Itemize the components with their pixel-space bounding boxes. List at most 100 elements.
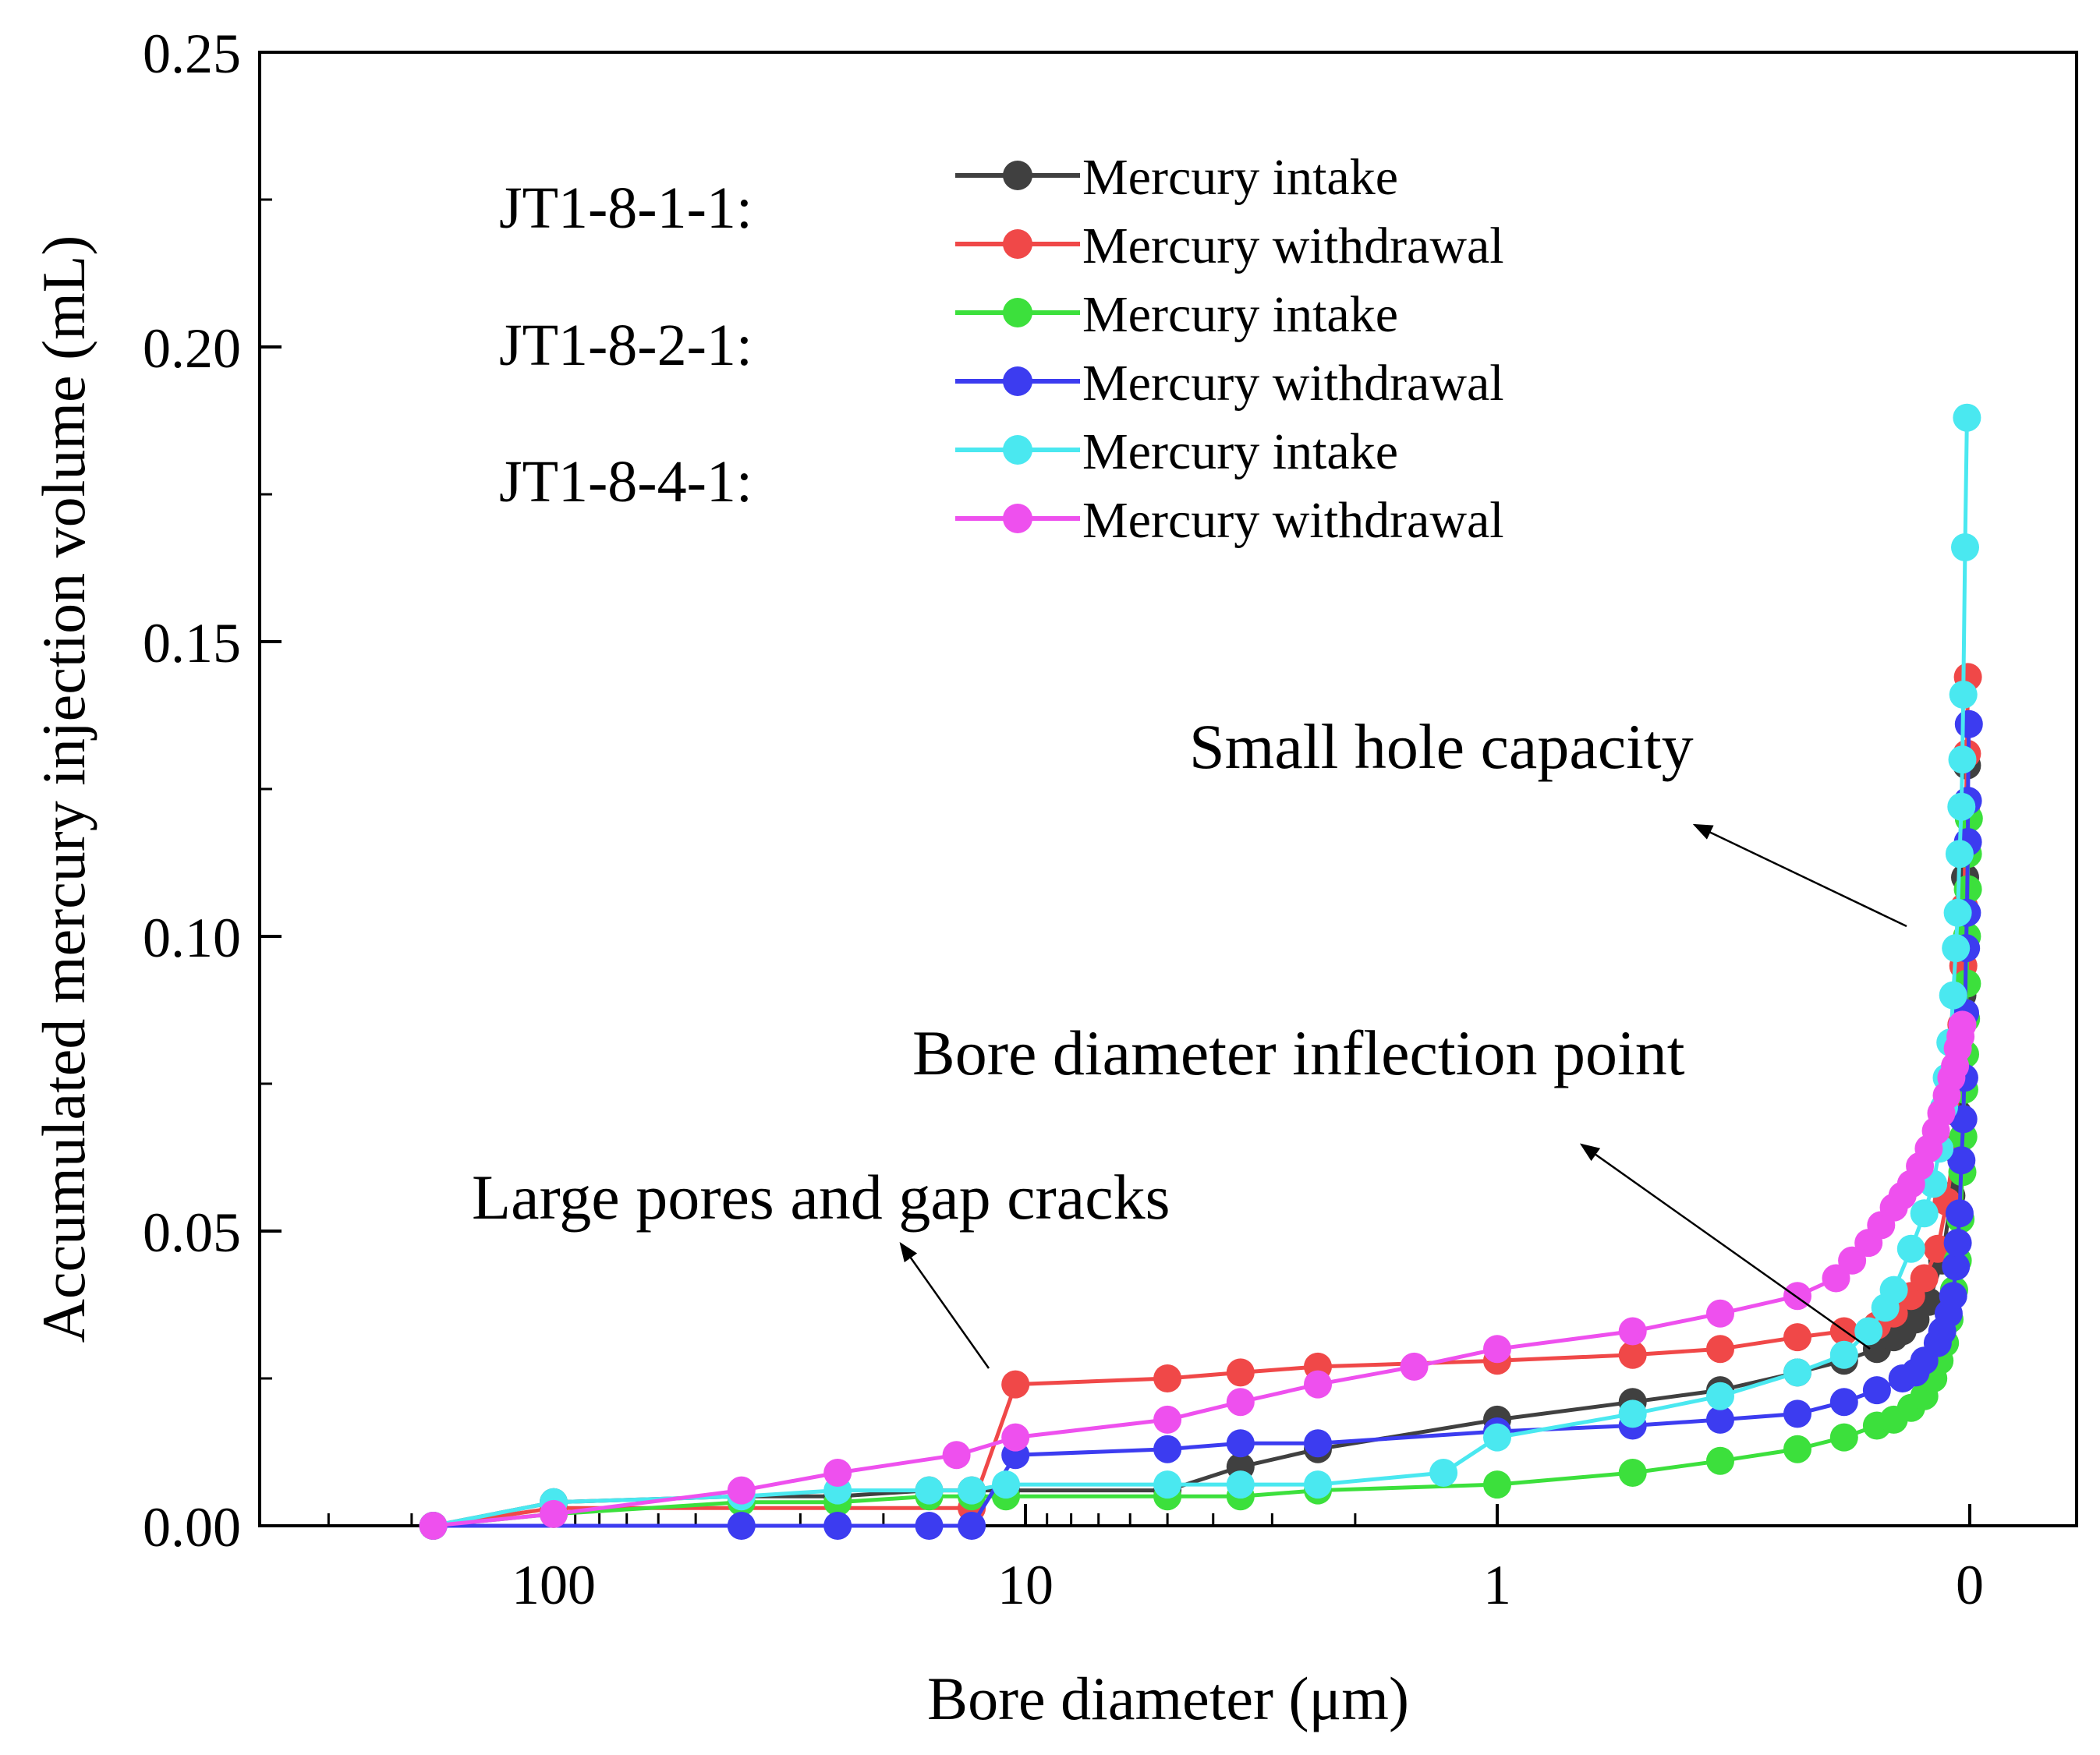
y-axis-label: Accumulated mercury injection volume (mL… [30, 235, 97, 1343]
data-point [540, 1499, 568, 1528]
data-point [1153, 1364, 1182, 1392]
legend-item: Mercury intake [955, 423, 1398, 480]
series-2 [419, 663, 1982, 1540]
data-point [1896, 1234, 1925, 1263]
data-point [915, 1476, 944, 1505]
data-point [1947, 792, 1976, 821]
data-point [1949, 681, 1978, 709]
legend-item: Mercury withdrawal [955, 355, 1504, 412]
data-point [1954, 709, 1983, 738]
data-point [1783, 1323, 1811, 1352]
data-point [1943, 1229, 1972, 1258]
data-point [1942, 1252, 1971, 1281]
x-axis-label: Bore diameter (μm) [927, 1665, 1409, 1732]
data-point [1304, 1470, 1332, 1499]
annotation-large-pores: Large pores and gap cracks [472, 1162, 1170, 1369]
data-point [1618, 1459, 1647, 1487]
legend-label: Mercury intake [1082, 423, 1398, 480]
legend-marker [1003, 229, 1032, 259]
legend-label: Mercury intake [1082, 286, 1398, 343]
data-point [823, 1459, 852, 1487]
annotation-large-pores-arrow [899, 1241, 990, 1369]
data-point [1862, 1376, 1891, 1405]
annotation-inflection-arrow [1579, 1143, 1871, 1350]
data-point [1429, 1459, 1458, 1487]
data-point [1483, 1470, 1511, 1499]
data-point [1400, 1352, 1429, 1381]
data-point [1910, 1264, 1939, 1293]
data-point [1838, 1246, 1867, 1275]
data-point [1706, 1446, 1734, 1475]
data-point [1706, 1335, 1734, 1364]
data-point [1618, 1399, 1647, 1428]
data-point [1948, 745, 1977, 774]
data-point [1304, 1370, 1332, 1399]
y-tick-label: 0.05 [143, 1201, 241, 1264]
legend-item: Mercury withdrawal [955, 492, 1504, 549]
data-point [958, 1476, 986, 1505]
data-point [992, 1470, 1020, 1499]
data-point [1943, 898, 1972, 927]
data-point [1829, 1388, 1858, 1417]
data-point [1939, 1282, 1967, 1311]
data-point [1948, 1010, 1977, 1039]
sample-label-3: JT1-8-4-1: [499, 449, 753, 515]
data-point [1854, 1317, 1883, 1346]
data-point [1226, 1470, 1255, 1499]
series-6 [419, 1010, 1977, 1540]
legend-marker [1003, 161, 1032, 190]
data-point [1706, 1382, 1734, 1410]
data-point [1783, 1282, 1811, 1311]
data-point [1942, 934, 1971, 963]
data-point [419, 1512, 448, 1540]
data-point [942, 1441, 971, 1470]
data-point [1483, 1335, 1511, 1364]
legend-label: Mercury intake [1082, 149, 1398, 206]
data-point [1879, 1276, 1908, 1304]
legend-marker [1003, 435, 1032, 465]
data-point [1153, 1470, 1182, 1499]
data-point [1829, 1340, 1858, 1369]
data-point [1226, 1429, 1255, 1458]
data-point [1483, 1423, 1511, 1452]
data-point [1618, 1317, 1647, 1346]
data-point [727, 1476, 756, 1505]
series-line [433, 677, 1971, 1528]
legend-item: Mercury intake [955, 286, 1398, 343]
series-line [433, 724, 1971, 1528]
legend: Mercury intake Mercury withdrawal Mercury … [955, 149, 1504, 549]
series-line [433, 1024, 1964, 1528]
data-point [1939, 981, 1967, 1010]
series-4 [419, 709, 1983, 1540]
x-tick-label: 0 [1956, 1554, 1984, 1616]
y-tick-label: 0.00 [143, 1496, 241, 1559]
data-point [1706, 1299, 1734, 1328]
x-tick-label: 10 [997, 1554, 1054, 1616]
series-line [433, 417, 1969, 1528]
data-point [823, 1512, 852, 1540]
legend-item: Mercury intake [955, 149, 1398, 206]
legend-label: Mercury withdrawal [1082, 492, 1504, 549]
data-point [958, 1512, 986, 1540]
data-point [1910, 1199, 1939, 1228]
data-point [1829, 1423, 1858, 1452]
data-point [1945, 840, 1974, 869]
legend-item: Mercury withdrawal [955, 218, 1504, 274]
annotation-inflection-text: Bore diameter inflection point [912, 1017, 1685, 1088]
data-point [1706, 1405, 1734, 1434]
annotation-large-pores-text: Large pores and gap cracks [472, 1162, 1170, 1233]
data-point [1001, 1423, 1030, 1452]
data-point [1945, 1199, 1974, 1228]
sample-label-1: JT1-8-1-1: [499, 175, 753, 241]
data-point [1304, 1429, 1332, 1458]
x-tick-label: 1 [1483, 1554, 1511, 1616]
data-point [1783, 1358, 1811, 1387]
data-point [1618, 1340, 1647, 1369]
annotation-small-hole-arrow [1692, 823, 1907, 928]
data-point [1153, 1405, 1182, 1434]
data-point [727, 1512, 756, 1540]
legend-marker [1003, 298, 1032, 327]
sample-label-2: JT1-8-2-1: [499, 313, 753, 378]
